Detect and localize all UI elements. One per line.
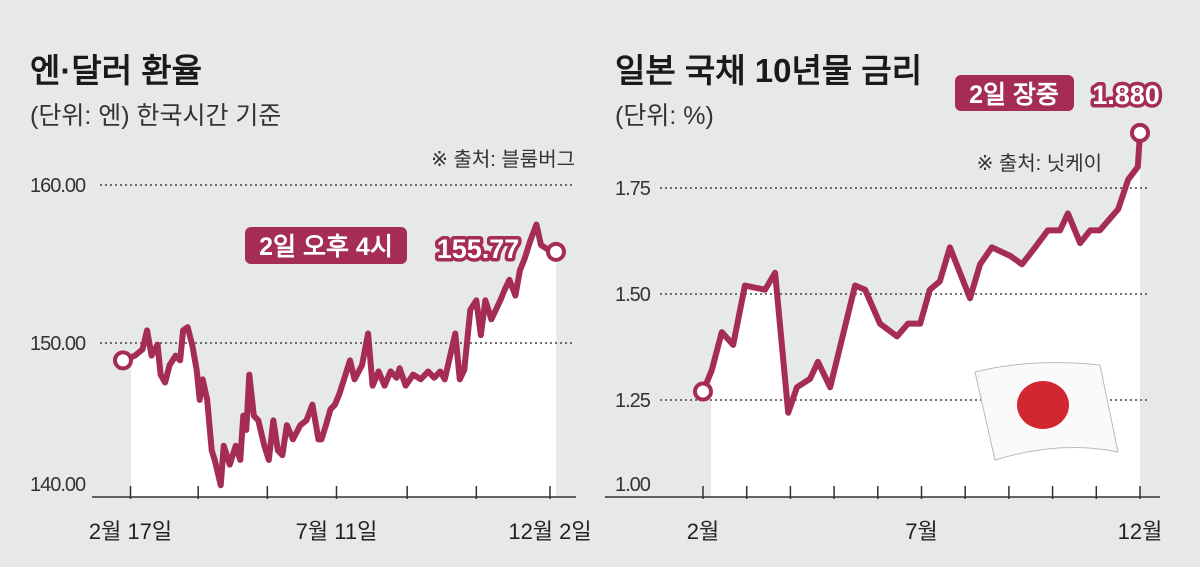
- yen-dollar-panel: 엔·달러 환율 (단위: 엔) 한국시간 기준 ※ 출처: 블룸버그 160.0…: [30, 52, 592, 544]
- source-note: ※ 출처: 블룸버그: [431, 148, 575, 171]
- end-point-marker: [546, 241, 566, 262]
- start-point-marker: [113, 350, 133, 371]
- y-tick-label: 160.00: [30, 175, 86, 197]
- x-tick-label: 2월 17일: [89, 519, 172, 544]
- x-tick-label: 2월: [687, 519, 719, 544]
- y-tick-label: 140.00: [30, 474, 86, 496]
- annotation-value: 1.880: [1092, 80, 1160, 110]
- series-line: [700, 129, 1143, 416]
- chart-title: 일본 국채 10년물 금리: [615, 52, 922, 89]
- x-tick-label: 12월: [1118, 519, 1163, 544]
- x-tick-label: 7월 11일: [296, 519, 378, 544]
- annotation-badge: [955, 75, 1074, 111]
- annotation-badge: [245, 227, 407, 264]
- end-point-marker: [1130, 122, 1150, 143]
- source-note: ※ 출처: 닛케이: [977, 152, 1102, 175]
- jgb-10y-panel: 일본 국채 10년물 금리 (단위: %) ※ 출처: 닛케이 1.75 1.50…: [605, 52, 1163, 544]
- chart-title: 엔·달러 환율: [30, 52, 202, 89]
- y-tick-label: 1.00: [615, 474, 651, 496]
- area-fill: [131, 224, 556, 497]
- japan-flag-icon: [974, 362, 1119, 461]
- annotation-label: 2일 장중: [969, 81, 1059, 109]
- chart-subtitle: (단위: %): [615, 102, 714, 130]
- y-tick-label: 1.50: [615, 284, 651, 306]
- y-tick-label: 150.00: [30, 333, 86, 355]
- y-tick-label: 1.75: [615, 178, 651, 200]
- annotation-label: 2일 오후 4시: [259, 233, 393, 261]
- annotation-value: 155.77: [437, 234, 520, 264]
- x-tick-label: 7월: [905, 519, 937, 544]
- y-tick-label: 1.25: [615, 390, 651, 412]
- series-line: [120, 221, 559, 489]
- x-tick-label: 12월 2일: [508, 519, 591, 544]
- start-point-marker: [693, 381, 713, 402]
- chart-subtitle: (단위: 엔) 한국시간 기준: [30, 102, 281, 130]
- plot-area: 160.00 150.00 140.00 2월 17일 7월 11일 12월 2일: [30, 175, 592, 544]
